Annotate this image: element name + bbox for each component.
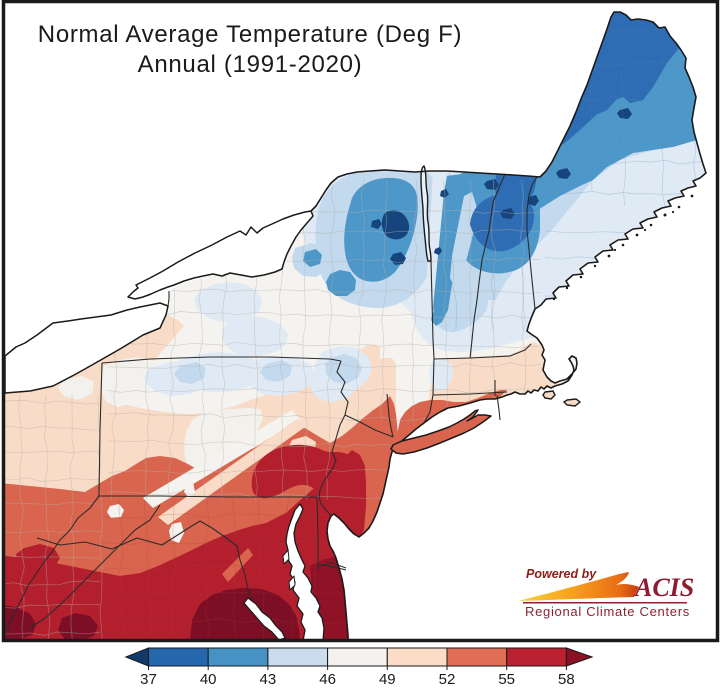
svg-text:40: 40: [200, 671, 217, 688]
svg-text:Powered by: Powered by: [526, 567, 597, 581]
svg-text:37: 37: [140, 671, 157, 688]
svg-text:55: 55: [498, 671, 515, 688]
svg-text:58: 58: [558, 671, 575, 688]
svg-text:43: 43: [260, 671, 277, 688]
svg-text:46: 46: [319, 671, 336, 688]
svg-text:Annual (1991-2020): Annual (1991-2020): [138, 51, 363, 78]
svg-text:Normal Average Temperature (De: Normal Average Temperature (Deg F): [38, 21, 462, 48]
svg-text:52: 52: [439, 671, 456, 688]
svg-text:ACIS: ACIS: [633, 573, 694, 602]
svg-text:Regional Climate Centers: Regional Climate Centers: [525, 604, 690, 619]
svg-text:49: 49: [379, 671, 396, 688]
